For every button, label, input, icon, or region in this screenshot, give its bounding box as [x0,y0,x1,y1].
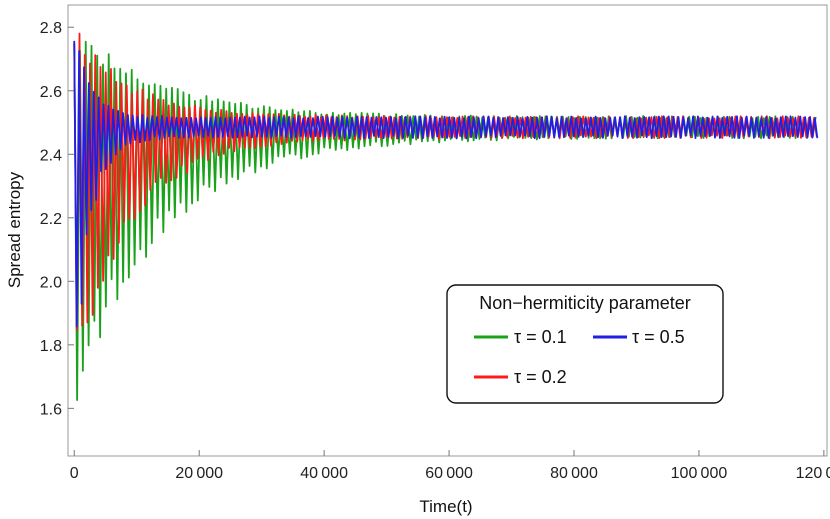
legend-title: Non−hermiticity parameter [479,293,691,313]
x-tick-label: 0 [70,465,79,482]
x-tick-label: 20 000 [175,465,223,482]
y-tick-label: 2.0 [40,274,62,291]
y-ticks: 1.6 1.8 2.0 2.2 2.4 2.6 2.8 [40,20,74,418]
y-tick-label: 1.8 [40,338,62,355]
y-tick-label: 1.6 [40,401,62,418]
x-axis-title: Time(t) [419,497,472,516]
x-tick-label: 100 000 [671,465,728,482]
y-tick-label: 2.6 [40,84,62,101]
series-layer [73,32,819,401]
legend: Non−hermiticity parameter τ = 0.1 τ = 0.… [446,284,724,404]
x-ticks: 0 20 000 40 000 60 000 80 000 100 000 120 000 [70,450,830,482]
y-tick-label: 2.8 [40,20,62,37]
y-tick-label: 2.2 [40,211,62,228]
x-tick-label: 60 000 [425,465,473,482]
series-line-05 [73,40,819,328]
y-tick-label: 2.4 [40,147,62,164]
x-tick-label: 40 000 [300,465,348,482]
legend-box [446,284,724,404]
y-axis-title: Spread entropy [5,171,24,288]
legend-label-tau-0-5: τ = 0.5 [632,327,685,347]
series-line-01 [73,40,817,401]
legend-label-tau-0-1: τ = 0.1 [514,327,567,347]
x-tick-label: 120 000 [796,465,830,482]
legend-label-tau-0-2: τ = 0.2 [514,367,567,387]
x-tick-label: 80 000 [550,465,598,482]
